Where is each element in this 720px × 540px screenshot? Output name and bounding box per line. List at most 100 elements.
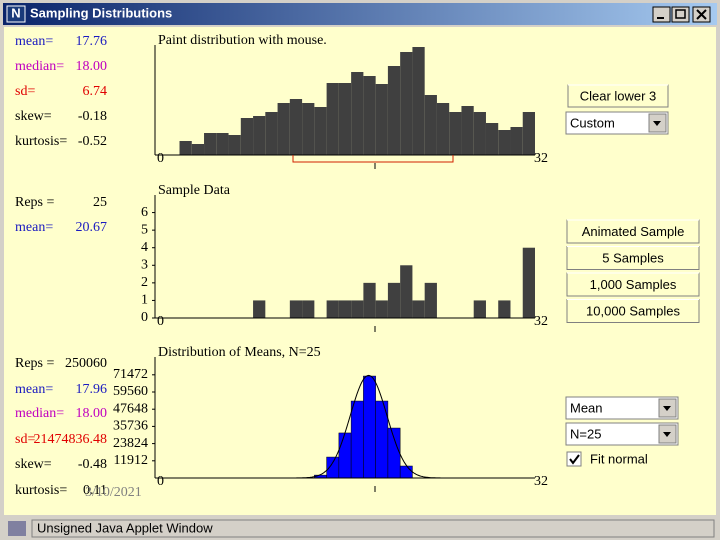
- y-tick-label: 59560: [113, 384, 148, 399]
- stat-value: 18.00: [76, 59, 108, 74]
- histogram-bar: [412, 300, 425, 318]
- histogram-bar: [522, 247, 535, 318]
- statistic-select[interactable]: [565, 396, 679, 420]
- stat-value: 0.11: [83, 483, 107, 498]
- histogram-bar: [314, 107, 327, 155]
- histogram-bar: [449, 112, 462, 155]
- y-tick-label: 35736: [113, 419, 148, 434]
- stat-label: sd=: [15, 432, 35, 447]
- fit-checkbox[interactable]: [566, 451, 582, 467]
- clear-button-label: Clear lower 3: [580, 88, 657, 103]
- y-tick-label: 0: [141, 310, 148, 325]
- histogram-bar: [400, 52, 413, 155]
- histogram-bar: [461, 106, 474, 155]
- histogram-bar: [375, 84, 388, 155]
- histogram-bar: [498, 130, 511, 155]
- status-text: Unsigned Java Applet Window: [37, 520, 213, 535]
- histogram-bar: [326, 456, 340, 479]
- histogram-bar: [253, 300, 266, 318]
- population-select-label: Custom: [570, 115, 615, 130]
- plot-caption: Paint distribution with mouse.: [158, 33, 327, 48]
- histogram-bar: [399, 465, 413, 479]
- window-title: Sampling Distributions: [30, 5, 172, 20]
- sample-button-label: 5 Samples: [602, 250, 664, 265]
- y-tick-label: 2: [141, 275, 148, 290]
- histogram-bar: [510, 127, 523, 155]
- histogram-bar: [204, 133, 217, 155]
- histogram-bar: [485, 123, 499, 155]
- x-min-label: 0: [157, 314, 164, 329]
- histogram-bar: [351, 72, 364, 155]
- close-glyph: [696, 9, 707, 20]
- stat-label: kurtosis=: [15, 483, 67, 498]
- fit-checkmark: [569, 454, 580, 465]
- histogram-bar: [387, 282, 401, 318]
- histogram-bar: [338, 432, 352, 479]
- stat-label: mean=: [15, 382, 53, 397]
- y-tick-label: 11912: [114, 453, 148, 468]
- histogram-bar: [277, 103, 290, 155]
- x-min-label: 0: [157, 151, 164, 166]
- histogram-bar: [350, 400, 364, 479]
- y-tick-label: 6: [141, 205, 148, 220]
- fit-checkbox-label: Fit normal: [590, 451, 648, 466]
- histogram-bar: [253, 116, 266, 155]
- stat-label: mean=: [15, 34, 53, 49]
- histogram-bar: [375, 300, 388, 318]
- y-tick-label: 23824: [113, 436, 148, 451]
- histogram-bar: [363, 76, 376, 155]
- statistic-select-arrow: [663, 406, 671, 411]
- histogram-bar: [338, 300, 352, 318]
- stat-value: 20.67: [76, 220, 108, 235]
- histogram-bar: [216, 133, 229, 155]
- status-icon: [8, 521, 26, 536]
- stat-label: Reps =: [15, 356, 55, 371]
- histogram-bar: [363, 375, 376, 479]
- histogram-bar: [387, 427, 401, 479]
- size-select-label: N=25: [570, 426, 601, 441]
- footer-date: 3/10/2021: [85, 485, 142, 500]
- histogram-bar: [302, 300, 315, 318]
- stat-value: -0.48: [78, 457, 107, 472]
- histogram-bar: [338, 83, 352, 155]
- stat-value: 18.00: [76, 406, 108, 421]
- population-select[interactable]: [565, 111, 669, 135]
- histogram-bar: [351, 300, 364, 318]
- size-select-arrow: [663, 432, 671, 437]
- histogram-bar: [302, 103, 315, 155]
- size-select[interactable]: [565, 422, 679, 446]
- y-tick-label: 4: [141, 240, 148, 255]
- histogram-bar: [436, 103, 450, 155]
- title-bar: [3, 3, 717, 25]
- stat-label: skew=: [15, 457, 52, 472]
- minimize-button[interactable]: [652, 6, 671, 23]
- y-tick-label: 71472: [113, 367, 148, 382]
- histogram-bar: [424, 95, 437, 155]
- stat-label: sd=: [15, 84, 35, 99]
- stat-value: 25: [93, 195, 107, 210]
- stat-value: 6.74: [83, 84, 108, 99]
- app-icon: [6, 5, 26, 23]
- stat-label: median=: [15, 406, 64, 421]
- histogram-bar: [473, 112, 486, 155]
- app-icon-glyph: N: [11, 5, 20, 20]
- y-tick-label: 3: [141, 258, 148, 273]
- stat-value: -0.18: [78, 109, 107, 124]
- histogram-bar: [400, 265, 413, 318]
- maximize-glyph: [675, 9, 686, 19]
- histogram-bar: [265, 112, 278, 155]
- population-select-arrow: [653, 121, 661, 126]
- histogram-bar: [498, 300, 511, 318]
- x-max-label: 32: [534, 474, 548, 489]
- stat-value: -0.52: [78, 134, 107, 149]
- histogram-bar: [228, 135, 241, 155]
- histogram-bar: [387, 66, 401, 155]
- sample-button-label: 10,000 Samples: [586, 303, 680, 318]
- histogram-bar: [412, 47, 425, 155]
- stat-value: 21474836.48: [34, 432, 108, 447]
- x-max-label: 32: [534, 314, 548, 329]
- sample-button-label: 1,000 Samples: [590, 277, 677, 292]
- histogram-bar: [326, 83, 339, 155]
- histogram-bar: [289, 300, 303, 318]
